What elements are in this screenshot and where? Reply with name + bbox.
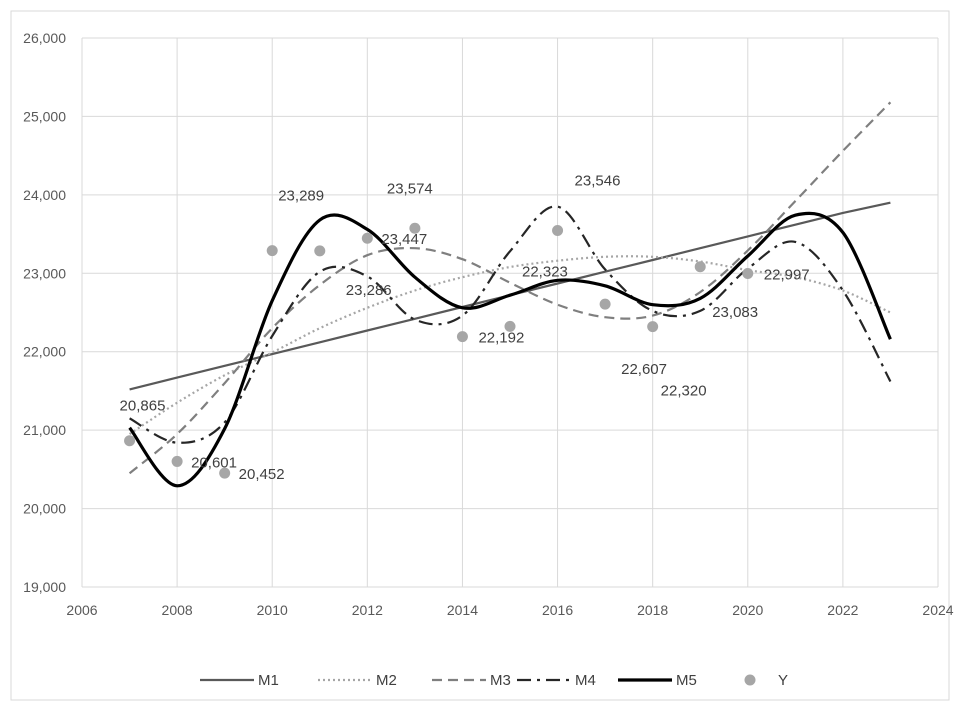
y-tick-label: 23,000 bbox=[23, 265, 66, 281]
data-label: 20,865 bbox=[120, 398, 166, 415]
y-tick-label: 20,000 bbox=[23, 501, 66, 517]
legend-swatch-y bbox=[744, 674, 756, 686]
y-markers bbox=[124, 222, 754, 479]
y-marker bbox=[314, 245, 326, 257]
y-tick-label: 26,000 bbox=[23, 30, 66, 46]
data-label: 22,997 bbox=[764, 267, 810, 284]
x-tick-label: 2014 bbox=[447, 602, 478, 618]
legend-label: M4 bbox=[575, 672, 596, 689]
data-label: 20,452 bbox=[239, 466, 285, 483]
series-lines bbox=[128, 101, 892, 488]
data-label: 22,192 bbox=[478, 330, 524, 347]
x-tick-label: 2018 bbox=[637, 602, 668, 618]
legend-label: M1 bbox=[258, 672, 279, 689]
data-label: 23,447 bbox=[381, 231, 427, 248]
y-tick-label: 22,000 bbox=[23, 344, 66, 360]
data-label: 23,286 bbox=[346, 282, 392, 299]
data-label: 22,320 bbox=[661, 383, 707, 400]
y-tick-label: 19,000 bbox=[23, 579, 66, 595]
y-marker bbox=[124, 435, 136, 447]
legend-label: M5 bbox=[676, 672, 697, 689]
y-marker bbox=[647, 321, 659, 333]
data-label: 22,323 bbox=[522, 263, 568, 280]
chart-frame bbox=[10, 10, 950, 701]
data-label: 22,607 bbox=[621, 361, 667, 378]
data-label: 23,574 bbox=[387, 180, 433, 197]
series-line-m4 bbox=[129, 205, 892, 444]
y-marker bbox=[599, 298, 611, 310]
y-marker bbox=[361, 232, 373, 244]
y-marker bbox=[694, 261, 706, 273]
x-tick-label: 2010 bbox=[257, 602, 288, 618]
y-marker bbox=[219, 467, 231, 479]
y-tick-label: 21,000 bbox=[23, 422, 66, 438]
y-marker bbox=[742, 268, 754, 280]
data-label: 23,546 bbox=[575, 172, 621, 189]
legend-label: Y bbox=[778, 672, 788, 689]
x-gridlines bbox=[81, 38, 939, 587]
x-tick-label: 2006 bbox=[66, 602, 97, 618]
y-marker bbox=[266, 245, 278, 257]
y-marker bbox=[409, 222, 421, 234]
legend-label: M3 bbox=[490, 672, 511, 689]
x-tick-label: 2012 bbox=[352, 602, 383, 618]
x-tick-label: 2008 bbox=[162, 602, 193, 618]
y-marker bbox=[552, 224, 564, 236]
y-marker bbox=[456, 331, 468, 343]
x-axis-ticks: 2006 2008 2010 2012 2014 2016 2018 2020 2022 2024 bbox=[66, 602, 953, 618]
data-label: 23,083 bbox=[712, 304, 758, 321]
series-line-m2 bbox=[128, 255, 891, 436]
data-label: 23,289 bbox=[278, 188, 324, 205]
y-tick-label: 24,000 bbox=[23, 187, 66, 203]
x-tick-label: 2016 bbox=[542, 602, 573, 618]
x-tick-label: 2020 bbox=[732, 602, 763, 618]
y-tick-label: 25,000 bbox=[23, 108, 66, 124]
y-marker bbox=[504, 320, 516, 332]
y-axis-ticks: 19,000 20,000 21,000 22,000 23,000 24,000 25,0… bbox=[23, 30, 66, 595]
data-label: 20,601 bbox=[191, 454, 237, 471]
series-line-m5 bbox=[128, 211, 892, 488]
x-tick-label: 2024 bbox=[922, 602, 953, 618]
x-tick-label: 2022 bbox=[827, 602, 858, 618]
legend: M1 M2 M3 M4 M5 Y bbox=[200, 672, 788, 689]
y-marker bbox=[171, 455, 183, 467]
legend-label: M2 bbox=[376, 672, 397, 689]
